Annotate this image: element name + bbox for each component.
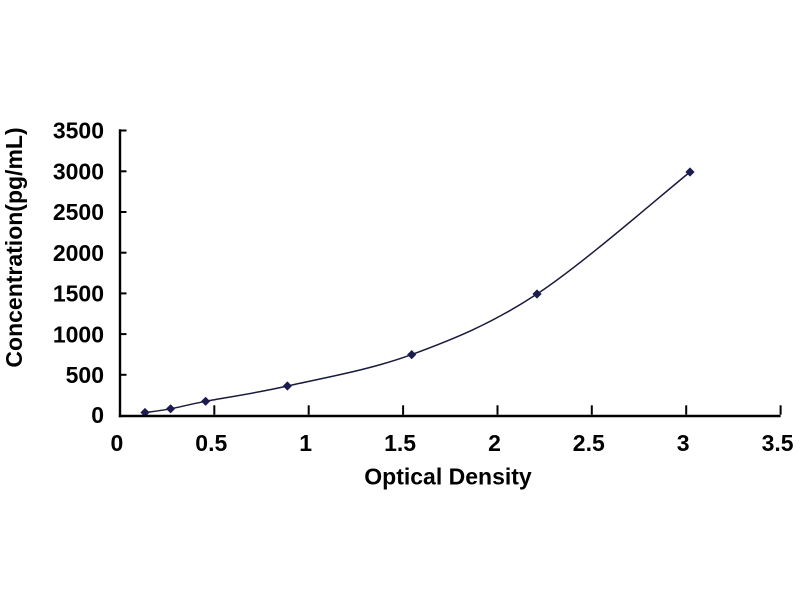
svg-text:500: 500 <box>66 362 104 388</box>
svg-text:2.5: 2.5 <box>573 430 605 456</box>
svg-text:Optical Density: Optical Density <box>364 464 532 490</box>
svg-text:1500: 1500 <box>53 281 104 307</box>
svg-text:1000: 1000 <box>53 321 104 347</box>
svg-text:Concentration(pg/mL): Concentration(pg/mL) <box>1 127 27 367</box>
svg-text:0: 0 <box>91 402 104 428</box>
svg-text:2: 2 <box>488 430 501 456</box>
svg-text:3: 3 <box>677 430 690 456</box>
svg-text:1.5: 1.5 <box>384 430 416 456</box>
svg-text:1: 1 <box>299 430 312 456</box>
svg-text:3000: 3000 <box>53 159 104 185</box>
svg-text:2000: 2000 <box>53 240 104 266</box>
svg-text:3500: 3500 <box>53 118 104 144</box>
svg-text:3.5: 3.5 <box>762 430 794 456</box>
svg-text:2500: 2500 <box>53 199 104 225</box>
svg-text:0: 0 <box>111 430 124 456</box>
svg-text:0.5: 0.5 <box>195 430 227 456</box>
